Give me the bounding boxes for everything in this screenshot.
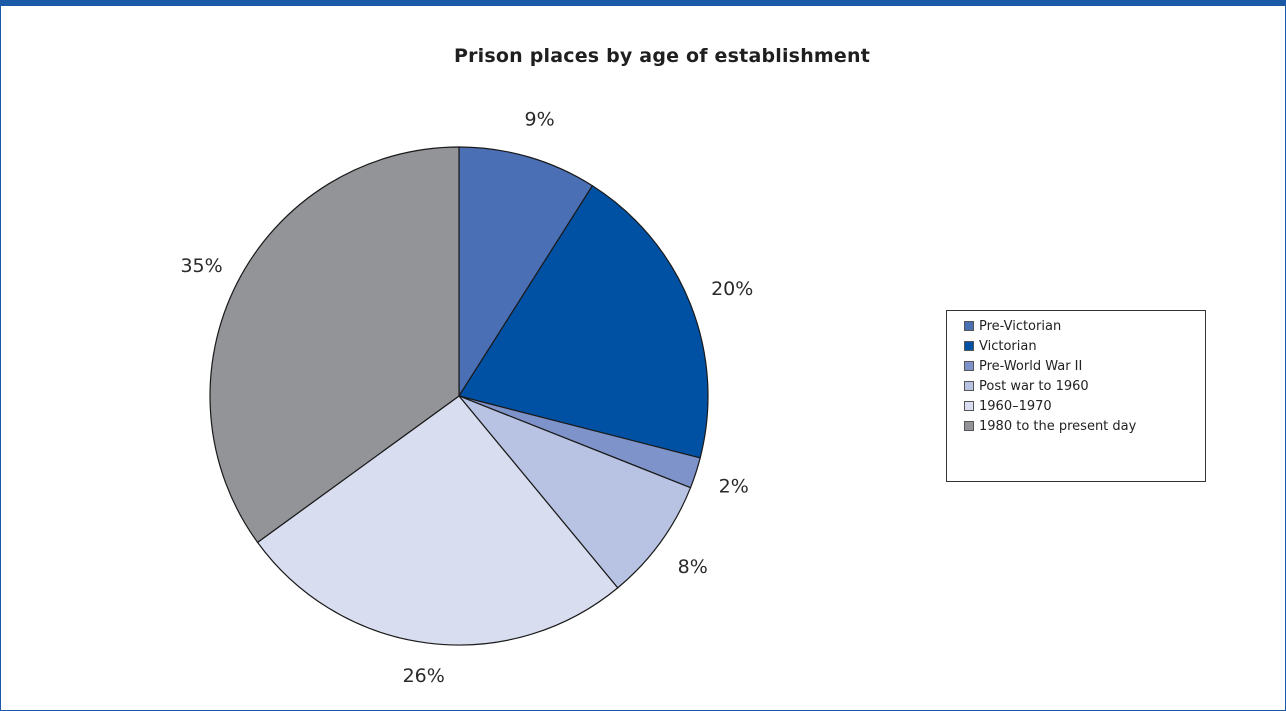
legend-swatch bbox=[964, 320, 974, 331]
legend-item: 1960–1970 bbox=[964, 397, 1205, 417]
data-label-victorian: 20% bbox=[711, 278, 753, 300]
legend-item: Pre-Victorian bbox=[964, 317, 1205, 337]
legend-item: Pre-World War II bbox=[964, 357, 1205, 377]
pie-slice-post-war-to-1960 bbox=[458, 395, 692, 589]
legend-label: Pre-Victorian bbox=[979, 319, 1062, 334]
pie-slice-pre-victorian bbox=[458, 146, 594, 399]
legend-label: Victorian bbox=[979, 339, 1037, 354]
legend-swatch bbox=[964, 380, 974, 391]
legend-label: 1960–1970 bbox=[979, 399, 1052, 414]
data-label-pre-victorian: 9% bbox=[525, 109, 555, 131]
legend-item: 1980 to the present day bbox=[964, 417, 1205, 437]
chart-legend: Pre-Victorian Victorian Pre-World War II Po… bbox=[946, 310, 1206, 482]
legend-swatch bbox=[964, 360, 974, 371]
data-label-1980-to-the-present-day: 35% bbox=[180, 255, 222, 277]
legend-label: 1980 to the present day bbox=[979, 419, 1137, 434]
legend-label: Pre-World War II bbox=[979, 359, 1083, 374]
legend-item: Victorian bbox=[964, 337, 1205, 357]
legend-label: Post war to 1960 bbox=[979, 379, 1089, 394]
legend-swatch bbox=[964, 400, 974, 411]
legend-swatch bbox=[964, 420, 974, 431]
legend-item: Post war to 1960 bbox=[964, 377, 1205, 397]
legend-swatch bbox=[964, 340, 974, 351]
pie-slice-1960-1970 bbox=[256, 395, 619, 646]
data-label-1960-1970: 26% bbox=[403, 665, 445, 687]
data-label-post-war-to-1960: 8% bbox=[678, 556, 708, 578]
data-label-pre-world-war-ii: 2% bbox=[719, 475, 749, 497]
pie-slice-victorian bbox=[458, 184, 709, 459]
chart-title: Prison places by age of establishment bbox=[453, 45, 871, 67]
header-bar bbox=[0, 0, 1286, 6]
pie-slice-1980-to-the-present-day bbox=[209, 146, 460, 544]
